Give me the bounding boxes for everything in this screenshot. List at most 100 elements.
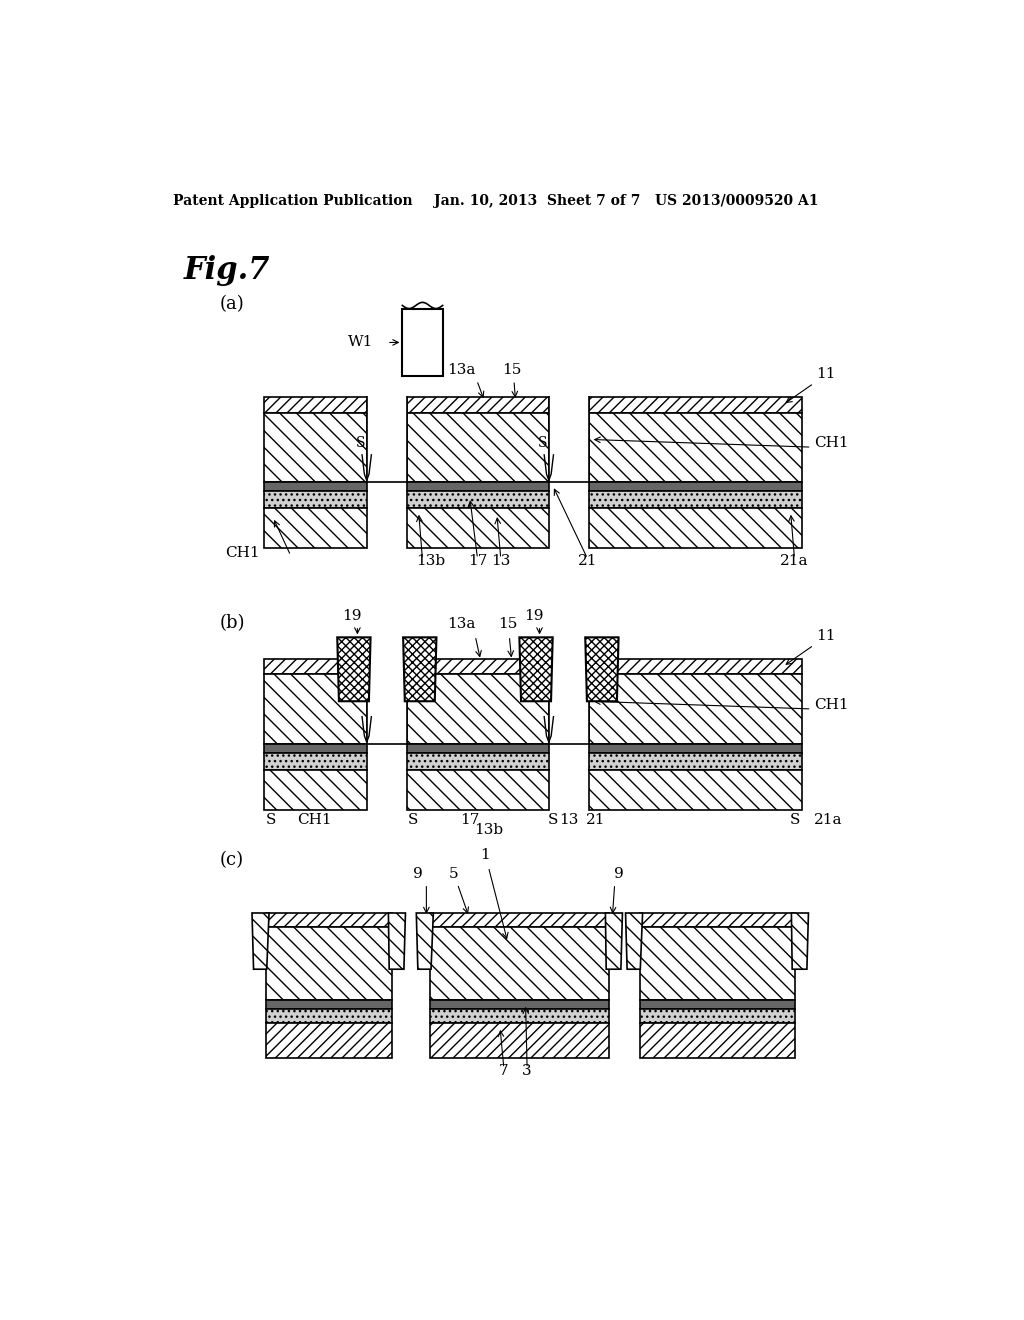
Bar bbox=[407, 675, 549, 743]
Text: W1: W1 bbox=[347, 335, 373, 350]
Text: CH1: CH1 bbox=[225, 546, 260, 560]
Bar bbox=[263, 752, 367, 770]
Bar bbox=[367, 659, 407, 743]
Bar bbox=[430, 1001, 608, 1010]
Text: 1: 1 bbox=[479, 849, 489, 862]
Text: 11: 11 bbox=[816, 628, 836, 643]
Text: S: S bbox=[266, 813, 276, 826]
Polygon shape bbox=[403, 638, 436, 701]
Text: S: S bbox=[790, 813, 800, 826]
Bar bbox=[589, 397, 802, 412]
Bar bbox=[407, 491, 549, 508]
Text: S: S bbox=[538, 436, 547, 450]
Bar bbox=[263, 491, 367, 508]
Bar bbox=[266, 1010, 391, 1023]
Bar bbox=[263, 770, 367, 809]
Bar bbox=[263, 743, 367, 752]
Bar bbox=[266, 927, 391, 1001]
Bar bbox=[407, 508, 549, 548]
Text: 21: 21 bbox=[586, 813, 605, 826]
Polygon shape bbox=[388, 913, 406, 969]
Polygon shape bbox=[605, 913, 623, 969]
Text: 21: 21 bbox=[578, 554, 597, 568]
Bar bbox=[263, 675, 367, 743]
Bar bbox=[589, 659, 802, 675]
Text: 19: 19 bbox=[342, 610, 361, 623]
Text: 13: 13 bbox=[492, 554, 510, 568]
Bar bbox=[266, 913, 391, 927]
Bar bbox=[407, 770, 549, 809]
Bar bbox=[589, 508, 802, 548]
Text: 17: 17 bbox=[460, 813, 479, 826]
Text: US 2013/0009520 A1: US 2013/0009520 A1 bbox=[655, 194, 818, 207]
Text: (c): (c) bbox=[219, 851, 244, 870]
Text: Jan. 10, 2013  Sheet 7 of 7: Jan. 10, 2013 Sheet 7 of 7 bbox=[434, 194, 640, 207]
Text: CH1: CH1 bbox=[814, 698, 849, 711]
Text: CH1: CH1 bbox=[814, 436, 849, 450]
Bar bbox=[407, 752, 549, 770]
Text: S: S bbox=[548, 813, 558, 826]
Text: 21a: 21a bbox=[780, 554, 809, 568]
Text: 13: 13 bbox=[559, 813, 579, 826]
Text: Fig.7: Fig.7 bbox=[183, 255, 270, 285]
Bar bbox=[407, 397, 549, 412]
Polygon shape bbox=[519, 638, 553, 701]
Text: 3: 3 bbox=[522, 1064, 531, 1077]
Text: S: S bbox=[408, 813, 419, 826]
Bar bbox=[589, 743, 802, 752]
Bar bbox=[407, 412, 549, 482]
Bar bbox=[430, 927, 608, 1001]
Bar bbox=[402, 309, 442, 376]
Polygon shape bbox=[586, 638, 618, 701]
Text: Patent Application Publication: Patent Application Publication bbox=[173, 194, 413, 207]
Bar bbox=[549, 397, 589, 482]
Polygon shape bbox=[417, 913, 433, 969]
Polygon shape bbox=[626, 913, 643, 969]
Bar bbox=[430, 1010, 608, 1023]
Text: 7: 7 bbox=[499, 1064, 509, 1077]
Text: 13b: 13b bbox=[417, 554, 445, 568]
Polygon shape bbox=[252, 913, 269, 969]
Bar bbox=[549, 659, 589, 743]
Text: 13a: 13a bbox=[447, 618, 475, 631]
Text: 5: 5 bbox=[449, 867, 459, 880]
Bar bbox=[589, 412, 802, 482]
Text: 21a: 21a bbox=[814, 813, 843, 826]
Text: CH1: CH1 bbox=[297, 813, 332, 826]
Text: 13a: 13a bbox=[447, 363, 475, 378]
Bar bbox=[263, 397, 367, 412]
Bar bbox=[589, 482, 802, 491]
Polygon shape bbox=[792, 913, 809, 969]
Text: 9: 9 bbox=[413, 867, 423, 880]
Bar bbox=[589, 491, 802, 508]
Text: (b): (b) bbox=[219, 614, 245, 632]
Bar bbox=[263, 482, 367, 491]
Bar bbox=[640, 1023, 795, 1057]
Text: S: S bbox=[355, 436, 366, 450]
Bar bbox=[407, 659, 549, 675]
Bar bbox=[589, 752, 802, 770]
Text: 15: 15 bbox=[502, 363, 521, 378]
Text: 13b: 13b bbox=[474, 824, 504, 837]
Bar bbox=[640, 1001, 795, 1010]
Bar bbox=[407, 743, 549, 752]
Text: 17: 17 bbox=[468, 554, 487, 568]
Bar bbox=[263, 659, 367, 675]
Text: 9: 9 bbox=[613, 867, 624, 880]
Bar bbox=[407, 482, 549, 491]
Bar bbox=[589, 675, 802, 743]
Bar bbox=[263, 508, 367, 548]
Bar bbox=[640, 1010, 795, 1023]
Text: 19: 19 bbox=[524, 610, 544, 623]
Bar bbox=[430, 913, 608, 927]
Bar bbox=[266, 1001, 391, 1010]
Text: (a): (a) bbox=[219, 296, 244, 313]
Text: 11: 11 bbox=[816, 367, 836, 381]
Bar bbox=[263, 412, 367, 482]
Bar bbox=[430, 1023, 608, 1057]
Bar bbox=[640, 927, 795, 1001]
Bar bbox=[640, 913, 795, 927]
Bar bbox=[367, 397, 407, 482]
Bar bbox=[266, 1023, 391, 1057]
Polygon shape bbox=[337, 638, 371, 701]
